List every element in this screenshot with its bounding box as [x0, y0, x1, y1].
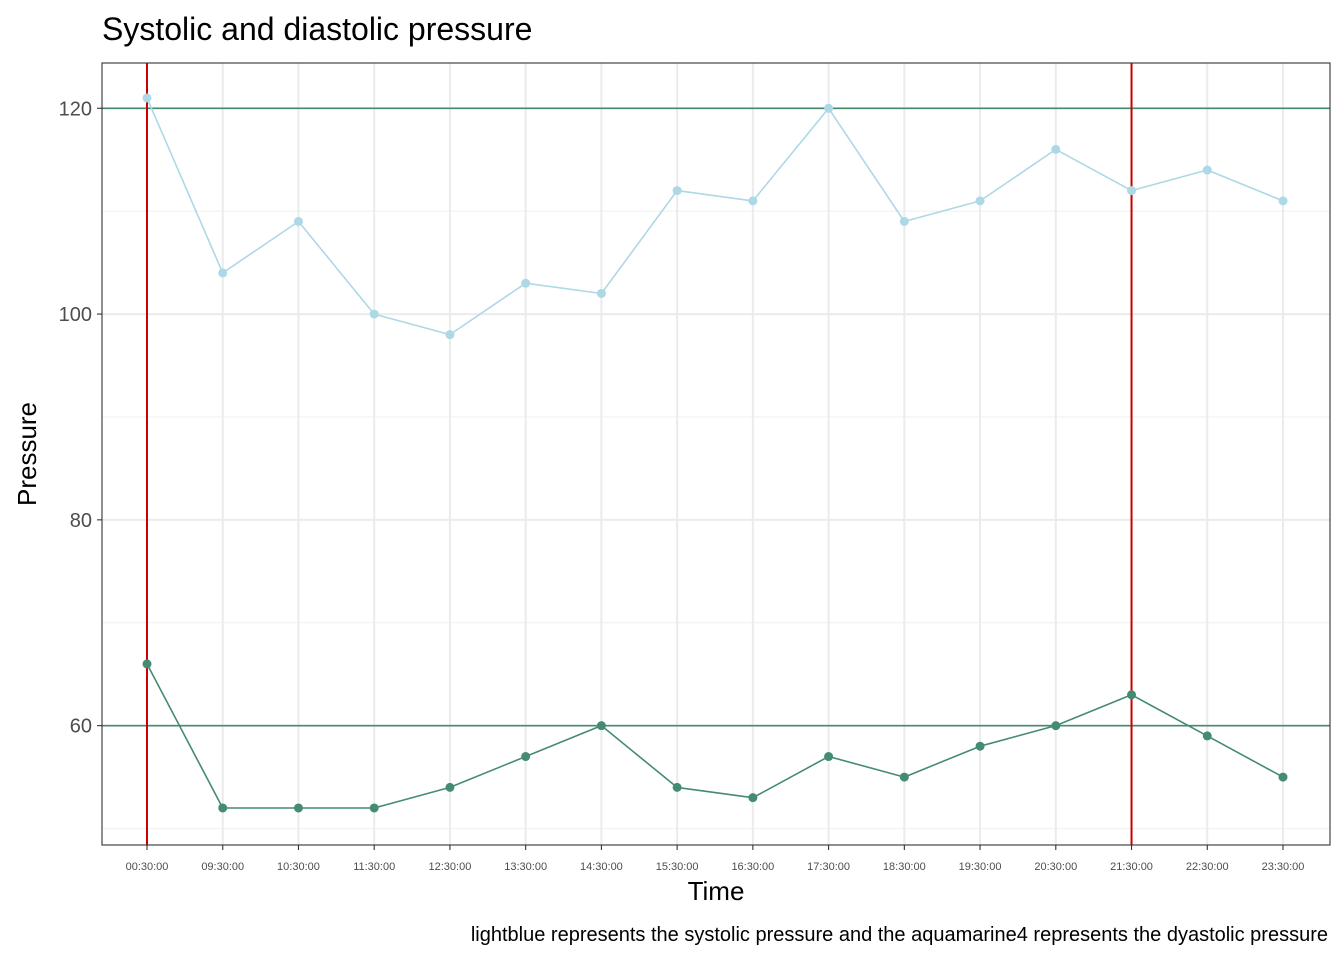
series-1-point: [1278, 196, 1288, 206]
series-1-point: [293, 216, 303, 226]
x-tick-label: 10:30:00: [277, 861, 320, 873]
panel-border: [101, 62, 1331, 846]
series-1-point: [975, 196, 985, 206]
x-tick-label: 11:30:00: [353, 861, 395, 873]
x-tick-label: 23:30:00: [1262, 861, 1305, 873]
chart-caption: lightblue represents the systolic pressu…: [471, 924, 1328, 946]
x-axis-title: Time: [688, 876, 745, 906]
x-tick-label: 14:30:00: [580, 861, 623, 873]
series-2-point: [445, 782, 455, 792]
series-2-point: [1051, 721, 1061, 731]
series-1-point: [369, 309, 379, 319]
series-2-point: [369, 803, 379, 813]
series-1-point: [218, 268, 228, 278]
series-2-point: [596, 721, 606, 731]
series-2-point: [293, 803, 303, 813]
x-tick-label: 19:30:00: [959, 861, 1002, 873]
x-tick-label: 15:30:00: [656, 861, 699, 873]
y-axis-title: Pressure: [12, 402, 42, 506]
x-tick-label: 18:30:00: [883, 861, 926, 873]
series-1-point: [824, 103, 834, 113]
x-tick-label: 16:30:00: [731, 861, 774, 873]
x-tick-label: 20:30:00: [1034, 861, 1077, 873]
x-tick-label: 00:30:00: [126, 861, 169, 873]
axes: 60 80 100 120 00:30:00 09:30:00 10:30:00 11:30:…: [59, 98, 1305, 873]
x-tick-label: 17:30:00: [807, 861, 850, 873]
series-1-point: [142, 93, 152, 103]
series-2-point: [1278, 772, 1288, 782]
series-2-point: [824, 752, 834, 762]
series-1-point: [748, 196, 758, 206]
series-2-point: [748, 793, 758, 803]
x-tick-label: 22:30:00: [1186, 861, 1229, 873]
y-tick-label: 100: [59, 304, 92, 326]
series-line-2: [146, 663, 1284, 809]
series-2-point: [142, 659, 152, 669]
series-1-point: [899, 216, 909, 226]
panel-background: [102, 63, 1330, 845]
series-2-point: [899, 772, 909, 782]
y-tick-label: 80: [70, 510, 92, 532]
series-2-point: [218, 803, 228, 813]
series-1-point: [672, 186, 682, 196]
series-1-point: [445, 330, 455, 340]
series-2-point: [672, 782, 682, 792]
series-1-point: [1051, 144, 1061, 154]
series-2-point: [1127, 690, 1137, 700]
series-1-point: [596, 288, 606, 298]
series-2-point: [521, 752, 531, 762]
chart-title: Systolic and diastolic pressure: [102, 11, 532, 47]
series-2-point: [1202, 731, 1212, 741]
x-tick-label: 21:30:00: [1110, 861, 1153, 873]
x-tick-label: 09:30:00: [201, 861, 244, 873]
y-tick-label: 120: [59, 98, 92, 120]
x-tick-label: 13:30:00: [504, 861, 547, 873]
series-1-point: [1202, 165, 1212, 175]
y-tick-label: 60: [70, 716, 92, 738]
series-1-point: [521, 278, 531, 288]
series-layer: [142, 93, 1288, 813]
x-tick-label: 12:30:00: [429, 861, 472, 873]
series-1-point: [1127, 186, 1137, 196]
series-2-point: [975, 741, 985, 751]
series-line-1: [146, 97, 1284, 336]
